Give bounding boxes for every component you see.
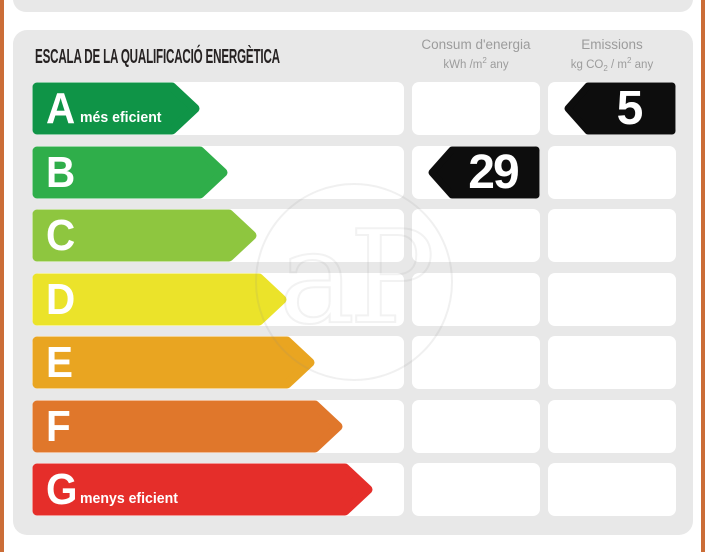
column-unit-consum: kWh /m2 any	[443, 56, 509, 71]
consum-cell-A	[412, 82, 540, 135]
consum-cell-D	[412, 273, 540, 326]
rating-row-B: B 29	[0, 146, 706, 199]
rating-arrow-C: C	[32, 209, 257, 262]
column-title-emissions: Emissions	[581, 37, 643, 52]
rating-arrow-E: E	[32, 336, 315, 389]
rating-arrow-shape-A	[32, 82, 200, 135]
rating-letter-B: B	[46, 148, 76, 197]
top-gray-strip	[13, 0, 693, 12]
column-header-emissions: Emissions kg CO2 / m2 any	[548, 36, 676, 76]
emissions-cell-B	[548, 146, 676, 199]
rating-arrow-shape-B	[32, 146, 228, 199]
rating-letter-C: C	[46, 211, 76, 260]
consum-tag-shape	[428, 146, 540, 199]
rating-arrow-B: B	[32, 146, 228, 199]
rating-letter-G: G	[46, 465, 78, 514]
consum-cell-F	[412, 400, 540, 453]
emissions-cell-C	[548, 209, 676, 262]
consum-cell-B: 29	[412, 146, 540, 199]
rating-arrow-shape-G	[32, 463, 373, 516]
consum-cell-E	[412, 336, 540, 389]
rating-row-E: E	[0, 336, 706, 389]
panel-title: ESCALA DE LA QUALIFICACIÓ ENERGÈTICA	[35, 46, 280, 68]
left-orange-border	[0, 0, 4, 552]
emissions-rating-value: 5	[616, 82, 644, 135]
emissions-tag-shape	[564, 82, 676, 135]
rating-arrow-D: D	[32, 273, 287, 326]
consum-rating-value: 29	[468, 146, 519, 199]
emissions-cell-F	[548, 400, 676, 453]
column-unit-emissions: kg CO2 / m2 any	[570, 56, 654, 74]
rating-row-C: C	[0, 209, 706, 262]
rating-arrow-shape-C	[32, 209, 257, 262]
rating-row-F: F	[0, 400, 706, 453]
rating-note-A: més eficient	[80, 109, 162, 126]
rating-arrow-shape-F	[32, 400, 343, 453]
emissions-cell-E	[548, 336, 676, 389]
rating-arrow-shape-D	[32, 273, 287, 326]
consum-cell-C	[412, 209, 540, 262]
emissions-cell-D	[548, 273, 676, 326]
column-title-consum: Consum d'energia	[421, 37, 531, 52]
rating-arrow-shape-E	[32, 336, 315, 389]
rating-letter-A: A	[46, 84, 76, 133]
emissions-cell-G	[548, 463, 676, 516]
consum-cell-G	[412, 463, 540, 516]
rating-letter-E: E	[46, 338, 74, 387]
rating-letter-F: F	[46, 402, 71, 451]
emissions-cell-A: 5	[548, 82, 676, 135]
rating-row-D: D	[0, 273, 706, 326]
rating-note-G: menys eficient	[80, 490, 178, 507]
right-orange-border	[701, 0, 705, 552]
column-header-consum: Consum d'energia kWh /m2 any	[412, 36, 540, 73]
rating-arrow-F: F	[32, 400, 343, 453]
consum-rating-tag: 29	[428, 146, 540, 199]
rating-letter-D: D	[46, 275, 76, 324]
emissions-rating-tag: 5	[564, 82, 676, 135]
